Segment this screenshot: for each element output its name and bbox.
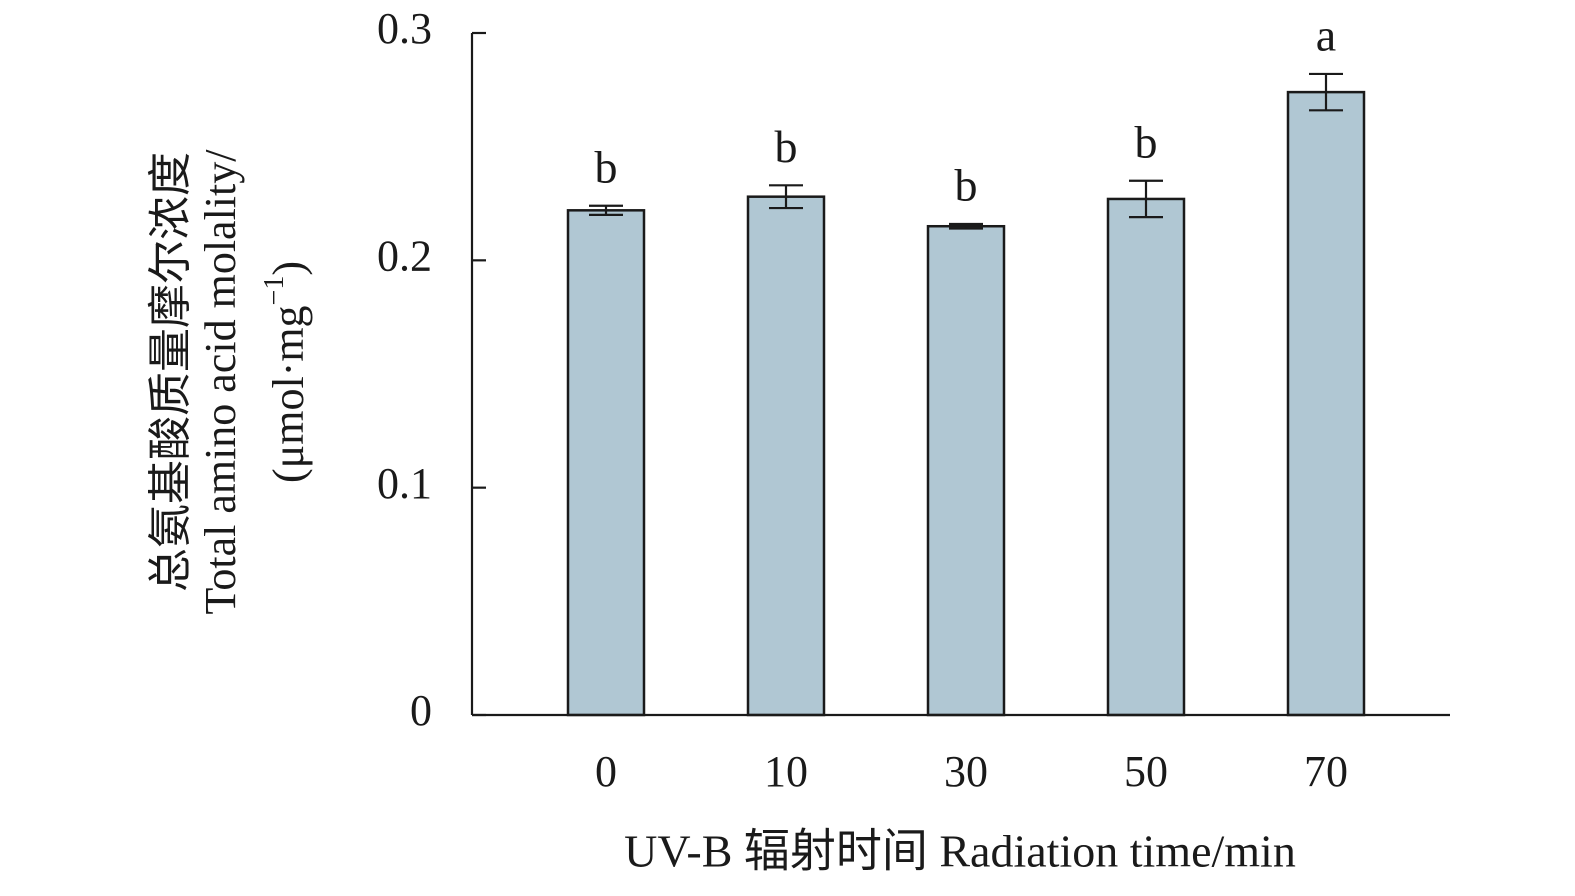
y-axis-title-en: Total amino acid molality/ <box>196 149 245 615</box>
x-tick-label-0: 0 <box>595 747 617 796</box>
x-tick-label-30: 30 <box>944 747 988 796</box>
y-tick-label: 0.1 <box>377 459 432 508</box>
y-tick-label: 0 <box>410 686 432 735</box>
significance-label-70: a <box>1316 9 1336 60</box>
significance-label-10: b <box>775 121 798 172</box>
y-axis-unit-main: (μmol·mg <box>264 305 313 483</box>
y-axis-title-cn: 总氨基酸质量摩尔浓度 <box>146 152 195 592</box>
bars: b b b b a <box>566 9 1366 717</box>
bar-0 <box>566 209 646 717</box>
significance-label-30: b <box>955 160 978 211</box>
bar-70 <box>1286 90 1366 717</box>
error-bar-70 <box>1309 72 1343 112</box>
x-tick-label-50: 50 <box>1124 747 1168 796</box>
significance-label-0: b <box>595 141 618 192</box>
y-axis-unit-exponent: −1 <box>259 276 290 306</box>
y-tick-label: 0.3 <box>377 4 432 53</box>
y-axis-title-unit: (μmol·mg−1) <box>259 261 313 483</box>
x-tick-label-10: 10 <box>764 747 808 796</box>
error-bar-0 <box>589 204 623 216</box>
error-bar-10 <box>769 184 803 210</box>
bar-30 <box>926 224 1006 717</box>
x-axis: 0 10 30 50 70 <box>472 713 1450 796</box>
error-bar-30 <box>949 222 983 230</box>
y-axis-unit-close: ) <box>264 261 313 276</box>
significance-label-50: b <box>1135 116 1158 167</box>
y-axis: 0 0.1 0.2 0.3 <box>377 4 486 735</box>
error-bar-50 <box>1129 179 1163 219</box>
x-tick-label-70: 70 <box>1304 747 1348 796</box>
bar-50 <box>1106 197 1186 717</box>
bar-10 <box>746 195 826 717</box>
y-axis-title: 总氨基酸质量摩尔浓度 Total amino acid molality/ (μ… <box>146 149 313 615</box>
x-axis-title: UV-B 辐射时间 Radiation time/min <box>624 826 1296 877</box>
y-tick-label: 0.2 <box>377 231 432 280</box>
